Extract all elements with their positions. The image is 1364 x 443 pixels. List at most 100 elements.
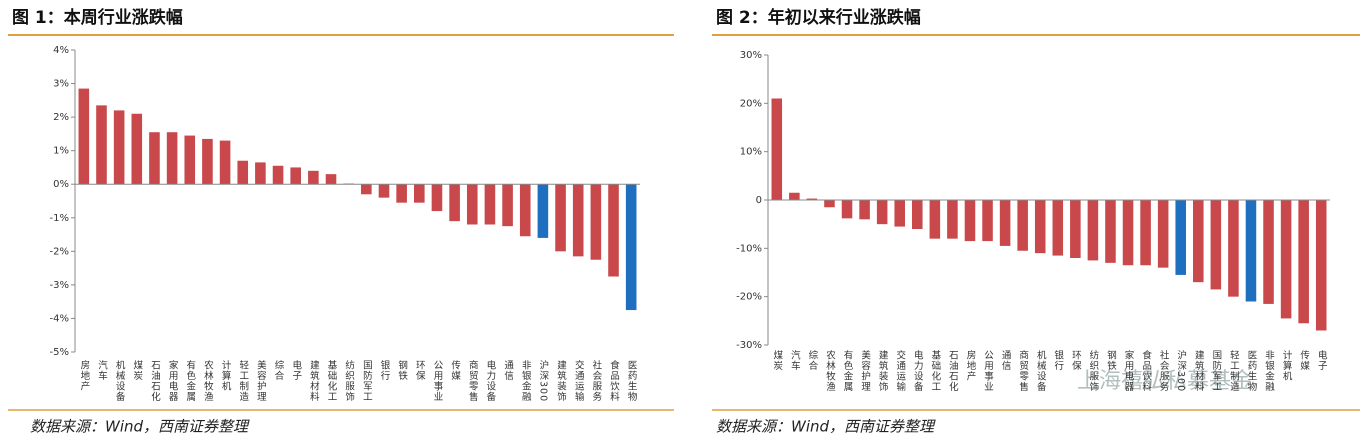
x-tick-label: 国防军工 — [1210, 350, 1222, 392]
bar — [1280, 200, 1292, 319]
bar — [131, 113, 143, 185]
x-tick-label: 综合 — [273, 359, 285, 381]
bar — [149, 132, 160, 185]
bar — [1105, 200, 1116, 263]
x-tick-label: 电力设备 — [484, 359, 496, 402]
bar — [519, 184, 531, 237]
x-tick-label: 公用事业 — [431, 360, 443, 402]
y-tick-label: 1% — [53, 146, 69, 157]
bar — [290, 167, 301, 185]
x-tick-label: 轻工制造 — [1228, 349, 1240, 392]
y-tick-label: -20% — [736, 292, 762, 303]
x-tick-label: 食品饮料 — [1140, 349, 1152, 392]
bar — [982, 200, 993, 242]
bar — [255, 162, 266, 185]
bar — [999, 200, 1011, 246]
x-tick-label: 银行 — [1052, 349, 1064, 371]
bar — [166, 132, 178, 185]
x-tick-label: 传媒 — [449, 359, 461, 381]
bar — [572, 184, 584, 257]
x-tick-label: 建筑装饰 — [555, 359, 567, 402]
x-tick-label: 社会服务 — [590, 359, 602, 402]
y-tick-label: 0% — [53, 179, 69, 190]
watermark: 上海禧弘私募基金 — [1077, 369, 1253, 394]
bar — [771, 98, 783, 200]
bar — [184, 135, 196, 185]
bar — [929, 200, 941, 239]
bar — [1034, 200, 1046, 254]
x-tick-label: 煤炭 — [771, 349, 783, 371]
bar — [1157, 200, 1169, 268]
bar — [964, 200, 976, 242]
x-tick-label: 机械设备 — [1035, 349, 1047, 392]
bar — [466, 184, 478, 225]
bar — [1298, 200, 1309, 324]
bar — [113, 110, 125, 185]
x-tick-label: 银行 — [378, 359, 390, 381]
bar — [1210, 200, 1222, 290]
bar — [1017, 200, 1028, 251]
x-tick-label: 电子 — [290, 359, 302, 381]
x-tick-label: 电力设备 — [912, 349, 924, 392]
bar — [1315, 200, 1327, 331]
x-tick-label: 农林牧渔 — [824, 349, 836, 392]
bar — [237, 160, 249, 185]
bar — [325, 174, 337, 185]
x-tick-label: 钢铁 — [1105, 349, 1117, 371]
bar — [859, 200, 870, 220]
bar — [378, 184, 390, 198]
source-note: 数据来源：Wind，西南证券整理 — [30, 418, 250, 436]
bar — [396, 184, 407, 203]
y-tick-label: -5% — [50, 347, 69, 358]
x-tick-label: 商贸零售 — [1017, 349, 1029, 392]
bar — [484, 184, 496, 225]
x-tick-label: 纺织服饰 — [343, 359, 355, 402]
bar — [96, 105, 107, 185]
x-tick-label: 非银金融 — [520, 359, 532, 402]
y-tick-label: -2% — [50, 246, 69, 257]
x-tick-label: 沪深300 — [1175, 349, 1187, 392]
x-tick-label: 基础化工 — [929, 349, 941, 392]
chart-title: 图 2：年初以来行业涨跌幅 — [716, 7, 921, 28]
y-tick-label: 2% — [53, 112, 69, 123]
x-tick-label: 传媒 — [1298, 349, 1310, 371]
x-tick-label: 医药生物 — [1245, 350, 1257, 392]
bar — [414, 184, 425, 203]
bar — [1052, 200, 1064, 256]
x-tick-label: 基础化工 — [326, 359, 338, 402]
y-tick-label: -4% — [50, 313, 69, 324]
x-tick-label: 医药生物 — [626, 360, 638, 402]
x-tick-label: 有色金属 — [842, 349, 854, 392]
x-tick-label: 房地产 — [78, 359, 90, 391]
x-tick-label: 家用电器 — [1123, 349, 1135, 392]
x-tick-label: 非银金融 — [1263, 349, 1275, 392]
bar — [912, 200, 923, 229]
bar — [789, 192, 800, 200]
x-tick-label: 家用电器 — [167, 359, 179, 402]
bar — [590, 184, 602, 260]
x-tick-label: 纺织服饰 — [1087, 349, 1099, 392]
x-tick-label: 通信 — [1000, 350, 1012, 371]
x-tick-label: 建筑材料 — [1193, 349, 1205, 392]
bar — [431, 184, 443, 212]
bar — [1263, 200, 1274, 304]
x-tick-label: 计算机 — [220, 359, 232, 391]
y-tick-label: -10% — [736, 243, 762, 254]
x-tick-label: 商贸零售 — [467, 359, 479, 402]
x-tick-label: 电子 — [1316, 349, 1328, 371]
x-tick-label: 社会服务 — [1158, 349, 1170, 392]
bar — [1228, 200, 1239, 297]
y-tick-label: -1% — [50, 213, 69, 224]
bar — [555, 184, 566, 252]
x-tick-label: 美容护理 — [255, 359, 267, 402]
bar — [1175, 200, 1186, 275]
x-tick-label: 轻工制造 — [237, 359, 249, 402]
bar — [806, 198, 818, 200]
x-tick-label: 有色金属 — [184, 359, 196, 402]
bar — [219, 140, 231, 185]
x-tick-label: 农林牧渔 — [202, 359, 214, 402]
y-tick-label: 4% — [53, 45, 69, 56]
bar — [625, 184, 637, 311]
